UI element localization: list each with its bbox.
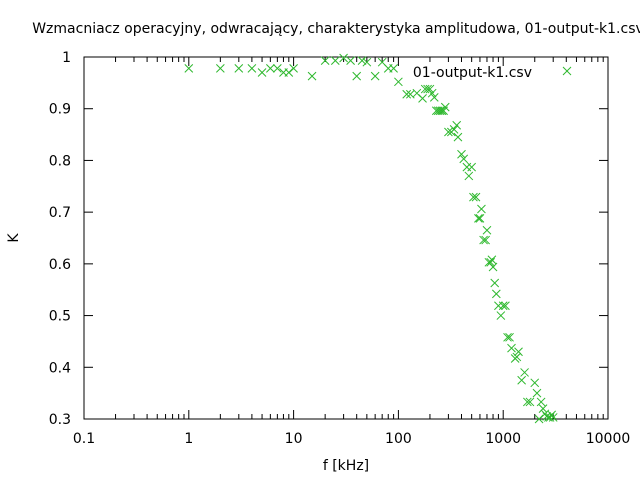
data-point [435, 106, 445, 116]
y-tick-label: 0.8 [49, 153, 71, 169]
data-point [449, 125, 459, 134]
data-point [402, 89, 412, 99]
data-point [517, 375, 527, 385]
data-point [491, 289, 501, 299]
data-point [520, 368, 529, 377]
data-point [474, 213, 483, 223]
data-point [273, 64, 282, 73]
data-point [522, 397, 532, 407]
data-point [452, 120, 462, 130]
data-point [357, 56, 367, 65]
y-tick-label: 1 [62, 50, 71, 66]
data-point [536, 397, 546, 407]
data-point [496, 311, 506, 320]
data-point [545, 413, 555, 422]
legend: 01-output-k1.csv [413, 65, 572, 81]
data-point [184, 64, 194, 73]
y-tick-label: 0.7 [49, 205, 71, 221]
data-point [501, 301, 510, 311]
y-tick-label: 0.5 [49, 309, 71, 325]
chart-title: Wzmacniacz operacyjny, odwracający, char… [32, 21, 640, 37]
y-tick-label: 0.9 [49, 102, 71, 118]
x-tick-label: 1000 [485, 431, 521, 447]
data-point [475, 213, 485, 223]
legend-marker [562, 66, 572, 76]
data-point [215, 64, 225, 73]
data-point [427, 88, 437, 98]
x-axis-label: f [kHz] [323, 458, 369, 474]
data-point [370, 71, 380, 81]
x-tick-label: 0.1 [73, 431, 95, 447]
data-point [486, 257, 496, 267]
data-point [471, 192, 481, 202]
data-point [503, 332, 512, 342]
x-tick-label: 10 [285, 431, 303, 447]
data-point [257, 68, 267, 77]
y-tick-label: 0.4 [49, 360, 71, 376]
data-point [532, 388, 542, 398]
data-point [429, 92, 439, 102]
x-tick-label: 10000 [586, 431, 631, 447]
data-point [525, 397, 535, 407]
data-point [352, 71, 362, 81]
x-tick-label: 1 [184, 431, 193, 447]
data-point [394, 77, 403, 87]
data-point [490, 278, 500, 288]
data-point [481, 235, 491, 245]
data-point [425, 84, 435, 94]
data-point [339, 53, 348, 63]
data-point [459, 154, 469, 164]
data-point [530, 378, 540, 388]
data-point [479, 235, 488, 245]
y-tick-label: 0.6 [49, 257, 71, 273]
data-point [247, 64, 257, 73]
data-point [494, 301, 503, 311]
data-point [234, 64, 244, 73]
marks-layer [184, 53, 558, 424]
data-point [487, 255, 497, 265]
data-point [457, 149, 466, 159]
plot-frame [83, 56, 609, 420]
data-point [444, 127, 453, 137]
data-point [538, 404, 548, 414]
data-point [307, 71, 317, 81]
data-point [464, 171, 474, 181]
data-point [265, 64, 275, 73]
data-point [512, 352, 522, 362]
data-point [467, 162, 477, 172]
data-point [462, 162, 472, 172]
data-point [482, 225, 492, 235]
data-point [469, 192, 478, 202]
data-point [362, 57, 372, 67]
data-point [440, 102, 450, 112]
x-tick-label: 100 [385, 431, 412, 447]
y-tick-label: 0.3 [49, 412, 71, 428]
ticks-layer: 0.3 0.4 0.5 0.6 0.7 0.8 0.9 1 0.1 1 10 100 1000 10000 [49, 50, 631, 447]
data-point [389, 64, 398, 73]
data-point [453, 132, 463, 142]
data-point [488, 262, 498, 272]
data-point [418, 94, 427, 103]
data-point [289, 64, 298, 73]
data-point [505, 332, 514, 342]
y-axis-label: K [6, 233, 22, 243]
data-point [498, 301, 508, 311]
legend-label: 01-output-k1.csv [413, 65, 532, 81]
data-point [477, 204, 486, 214]
data-point [548, 413, 558, 422]
data-point [514, 347, 523, 357]
data-point [320, 56, 330, 65]
data-point [547, 410, 557, 420]
data-point [507, 343, 516, 353]
data-point [330, 56, 340, 65]
data-point [346, 56, 355, 65]
